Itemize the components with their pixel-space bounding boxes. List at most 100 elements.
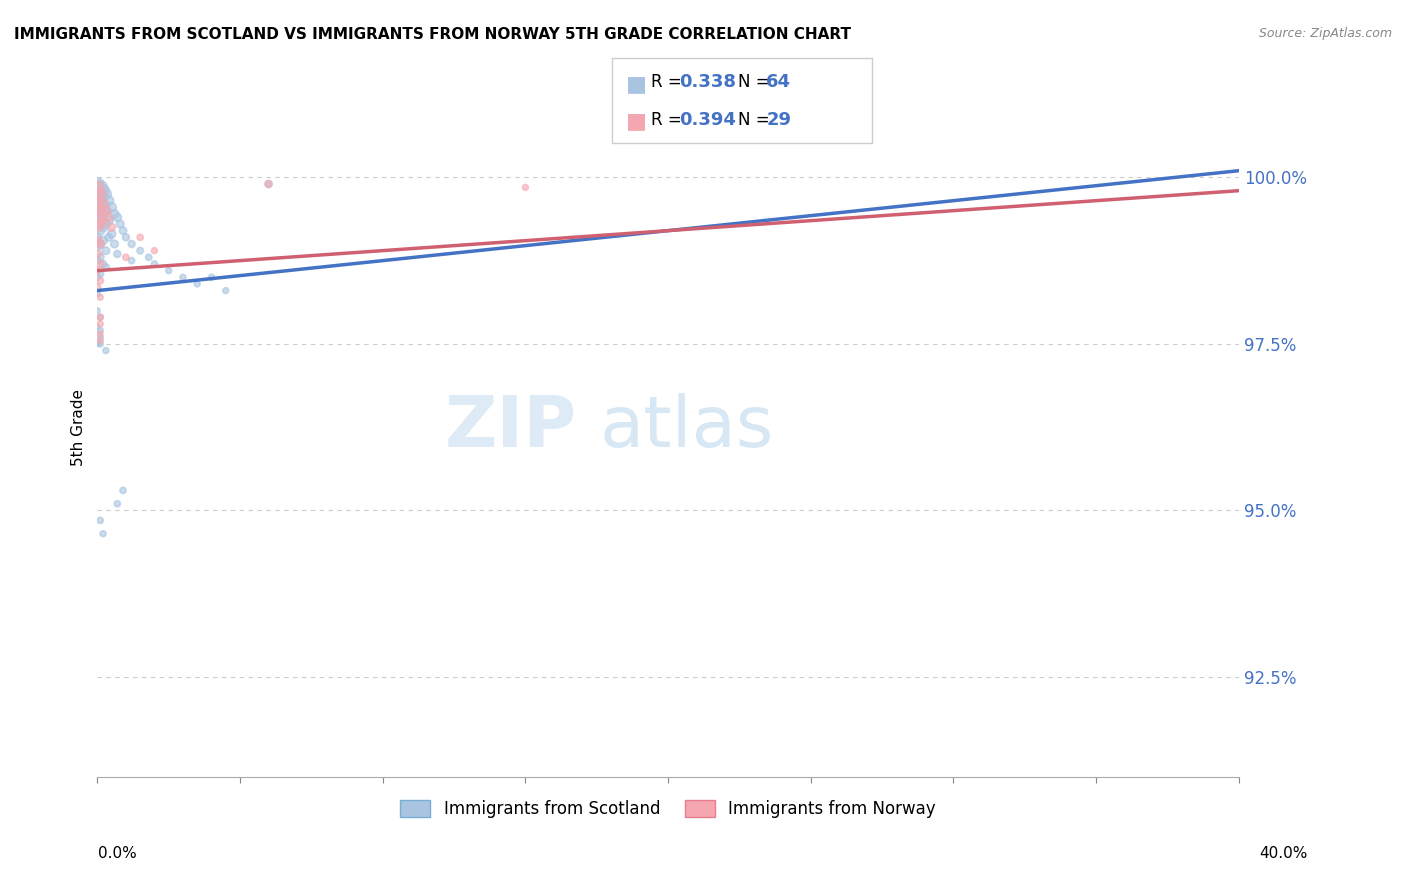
Text: IMMIGRANTS FROM SCOTLAND VS IMMIGRANTS FROM NORWAY 5TH GRADE CORRELATION CHART: IMMIGRANTS FROM SCOTLAND VS IMMIGRANTS F… (14, 27, 851, 42)
Point (91, 197, 114, 211)
Point (100, 200, 122, 214)
Point (91, 234, 114, 248)
Point (89, 257, 111, 271)
Text: ■: ■ (626, 112, 647, 131)
Point (91, 213, 114, 227)
Point (89, 330, 111, 344)
Point (86, 303, 108, 318)
Point (172, 270, 194, 285)
Point (115, 250, 138, 264)
Point (86, 207, 108, 221)
Point (86, 247, 108, 261)
Point (86, 270, 108, 285)
Point (94, 343, 117, 358)
Text: R =: R = (651, 73, 688, 91)
Point (129, 244, 152, 258)
Point (143, 257, 166, 271)
Point (86, 177, 108, 191)
Point (94, 217, 117, 231)
Point (94, 244, 117, 258)
Point (91, 526, 114, 541)
Point (91, 207, 114, 221)
Point (86, 220, 108, 235)
Text: R =: R = (651, 111, 688, 128)
Point (157, 263, 180, 277)
Point (97, 213, 120, 227)
Point (112, 483, 135, 498)
Point (86, 240, 108, 254)
Point (112, 224, 135, 238)
Point (97, 194, 120, 208)
Point (89, 310, 111, 325)
Point (89, 317, 111, 331)
Point (94, 187, 117, 202)
Point (103, 237, 125, 252)
Point (89, 237, 111, 252)
Point (86, 253, 108, 268)
Point (100, 227, 122, 241)
Point (89, 267, 111, 281)
Point (94, 260, 117, 275)
Point (86, 207, 108, 221)
Point (89, 180, 111, 194)
Point (86, 263, 108, 277)
Point (129, 230, 152, 244)
Text: ZIP: ZIP (444, 392, 576, 462)
Text: 64: 64 (766, 73, 792, 91)
Y-axis label: 5th Grade: 5th Grade (72, 389, 86, 466)
Legend: Immigrants from Scotland, Immigrants from Norway: Immigrants from Scotland, Immigrants fro… (394, 793, 942, 824)
Point (94, 203, 117, 218)
Point (89, 190, 111, 204)
Point (86, 234, 108, 248)
Point (86, 287, 108, 301)
Point (86, 197, 108, 211)
Point (100, 220, 122, 235)
Point (86, 280, 108, 294)
Point (91, 257, 114, 271)
Point (91, 197, 114, 211)
Point (257, 177, 280, 191)
Point (515, 180, 537, 194)
Point (86, 320, 108, 334)
Point (186, 277, 208, 291)
Text: N =: N = (738, 73, 775, 91)
Point (89, 290, 111, 304)
Point (89, 310, 111, 325)
Text: Source: ZipAtlas.com: Source: ZipAtlas.com (1258, 27, 1392, 40)
Point (97, 230, 120, 244)
Text: ■: ■ (626, 74, 647, 94)
Point (105, 497, 128, 511)
Point (121, 253, 143, 268)
Point (89, 217, 111, 231)
Point (86, 194, 108, 208)
Point (89, 250, 111, 264)
Point (86, 180, 108, 194)
Point (105, 247, 128, 261)
Text: 29: 29 (766, 111, 792, 128)
Point (97, 211, 120, 225)
Point (89, 337, 111, 351)
Point (89, 211, 111, 225)
Point (94, 203, 117, 218)
Point (89, 324, 111, 338)
Point (143, 244, 166, 258)
Point (91, 220, 114, 235)
Point (103, 207, 125, 221)
Point (89, 513, 111, 527)
Text: 0.394: 0.394 (679, 111, 735, 128)
Point (200, 270, 222, 285)
Text: atlas: atlas (599, 392, 773, 462)
Point (86, 230, 108, 244)
Point (121, 237, 143, 252)
Point (115, 230, 138, 244)
Point (105, 211, 128, 225)
Point (86, 217, 108, 231)
Point (89, 224, 111, 238)
Text: N =: N = (738, 111, 775, 128)
Point (86, 337, 108, 351)
Point (89, 334, 111, 348)
Point (89, 200, 111, 214)
Point (89, 187, 111, 202)
Point (89, 237, 111, 252)
Text: 0.0%: 0.0% (98, 846, 138, 861)
